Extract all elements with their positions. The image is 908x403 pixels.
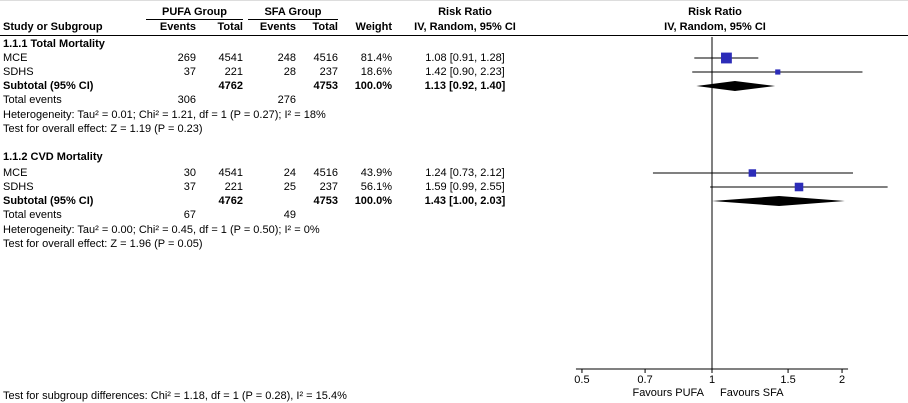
weight-value: 81.4% [360,52,392,64]
study-row: SDHS 37 221 28 237 18.6% 1.42 [0.90, 2.2… [0,66,908,79]
total-events2: 49 [283,209,296,221]
ci-value: 1.24 [0.73, 2.12] [425,167,505,179]
total2-value: 4516 [313,167,338,179]
header-column-row: Study or Subgroup Events Total Events To… [0,21,908,34]
col-ci-plot-header: IV, Random, 95% CI [664,21,766,33]
col-weight-header: Weight [355,21,392,33]
subtotal-label: Subtotal (95% CI) [3,195,94,207]
header-divider [0,35,908,36]
subtotal-total1: 4762 [218,80,243,92]
weight-value: 18.6% [360,66,392,78]
total2-value: 237 [319,181,338,193]
axis-tick-label: 0.5 [574,374,589,386]
heterogeneity-row: Heterogeneity: Tau² = 0.01; Chi² = 1.21,… [0,109,908,122]
total-events-label: Total events [3,94,62,106]
total-events1: 306 [177,94,196,106]
group2-header: SFA Group [248,6,338,20]
subtotal-total2: 4753 [313,80,338,92]
section-title-row: 1.1.1 Total Mortality [0,38,908,51]
effect-square [775,69,781,75]
subtotal-total1: 4762 [218,195,243,207]
header-group-row: PUFA Group SFA Group Risk Ratio Risk Rat… [0,6,908,20]
events2-value: 24 [283,167,296,179]
ci-value: 1.08 [0.91, 1.28] [425,52,505,64]
effect-square [748,169,757,177]
axis-tick-label: 2 [839,374,845,386]
total-events2: 276 [277,94,296,106]
study-row: SDHS 37 221 25 237 56.1% 1.59 [0.99, 2.5… [0,181,908,194]
overall-effect-row: Test for overall effect: Z = 1.19 (P = 0… [0,123,908,136]
subtotal-weight: 100.0% [354,195,392,207]
total1-value: 4541 [218,52,243,64]
total2-value: 237 [319,66,338,78]
section1-title: 1.1.1 Total Mortality [3,38,105,50]
col-events1-header: Events [159,21,196,33]
total1-value: 4541 [218,167,243,179]
subtotal-row: Subtotal (95% CI) 4762 4753 100.0% 1.43 … [0,195,908,208]
study-name: SDHS [3,181,34,193]
risk-ratio-text-header: Risk Ratio [438,6,492,18]
events2-value: 248 [277,52,296,64]
total-events-label: Total events [3,209,62,221]
subtotal-weight: 100.0% [354,80,392,92]
weight-value: 56.1% [360,181,392,193]
subtotal-total2: 4753 [313,195,338,207]
total-events1: 67 [183,209,196,221]
col-total2-header: Total [312,21,338,33]
weight-value: 43.9% [360,167,392,179]
col-ci-header: IV, Random, 95% CI [414,21,516,33]
subtotal-row: Subtotal (95% CI) 4762 4753 100.0% 1.13 … [0,80,908,93]
study-name: MCE [3,52,28,64]
heterogeneity-text: Heterogeneity: Tau² = 0.01; Chi² = 1.21,… [3,109,326,121]
group1-header: PUFA Group [146,6,243,20]
effect-square [794,182,804,192]
subtotal-ci: 1.43 [1.00, 2.03] [424,195,506,207]
events2-value: 28 [283,66,296,78]
section-title-row: 1.1.2 CVD Mortality [0,151,908,164]
subgroup-test-text: Test for subgroup differences: Chi² = 1.… [3,390,347,402]
ci-value: 1.42 [0.90, 2.23] [425,66,505,78]
overall-effect-row: Test for overall effect: Z = 1.96 (P = 0… [0,238,908,251]
section2-title: 1.1.2 CVD Mortality [3,151,103,163]
subtotal-label: Subtotal (95% CI) [3,80,94,92]
study-row: MCE 269 4541 248 4516 81.4% 1.08 [0.91, … [0,52,908,65]
events1-value: 30 [183,167,196,179]
subtotal-ci: 1.13 [0.92, 1.40] [424,80,506,92]
axis-tick-label: 0.7 [637,374,652,386]
subtotal-diamond [696,81,776,91]
study-name: SDHS [3,66,34,78]
total1-value: 221 [224,66,243,78]
events1-value: 37 [183,66,196,78]
subgroup-test-row: Test for subgroup differences: Chi² = 1.… [0,390,908,403]
events1-value: 37 [183,181,196,193]
ci-value: 1.59 [0.99, 2.55] [425,181,505,193]
col-total1-header: Total [217,21,243,33]
favours-left-label: Favours PUFA [632,387,704,399]
heterogeneity-text: Heterogeneity: Tau² = 0.00; Chi² = 0.45,… [3,224,320,236]
overall-effect-text: Test for overall effect: Z = 1.19 (P = 0… [3,123,203,135]
total-events-row: Total events 67 49 [0,209,908,222]
overall-effect-text: Test for overall effect: Z = 1.96 (P = 0… [3,238,203,250]
subtotal-diamond [712,196,845,206]
study-row: MCE 30 4541 24 4516 43.9% 1.24 [0.73, 2.… [0,167,908,180]
total2-value: 4516 [313,52,338,64]
favours-right-label: Favours SFA [720,387,784,399]
total-events-row: Total events 306 276 [0,94,908,107]
events2-value: 25 [283,181,296,193]
study-name: MCE [3,167,28,179]
axis-tick-label: 1.5 [780,374,795,386]
axis-tick-label: 1 [709,374,715,386]
col-study-header: Study or Subgroup [3,21,103,33]
col-events2-header: Events [259,21,296,33]
events1-value: 269 [177,52,196,64]
risk-ratio-plot-header: Risk Ratio [688,6,742,18]
heterogeneity-row: Heterogeneity: Tau² = 0.00; Chi² = 0.45,… [0,224,908,237]
total1-value: 221 [224,181,243,193]
effect-square [721,52,732,64]
